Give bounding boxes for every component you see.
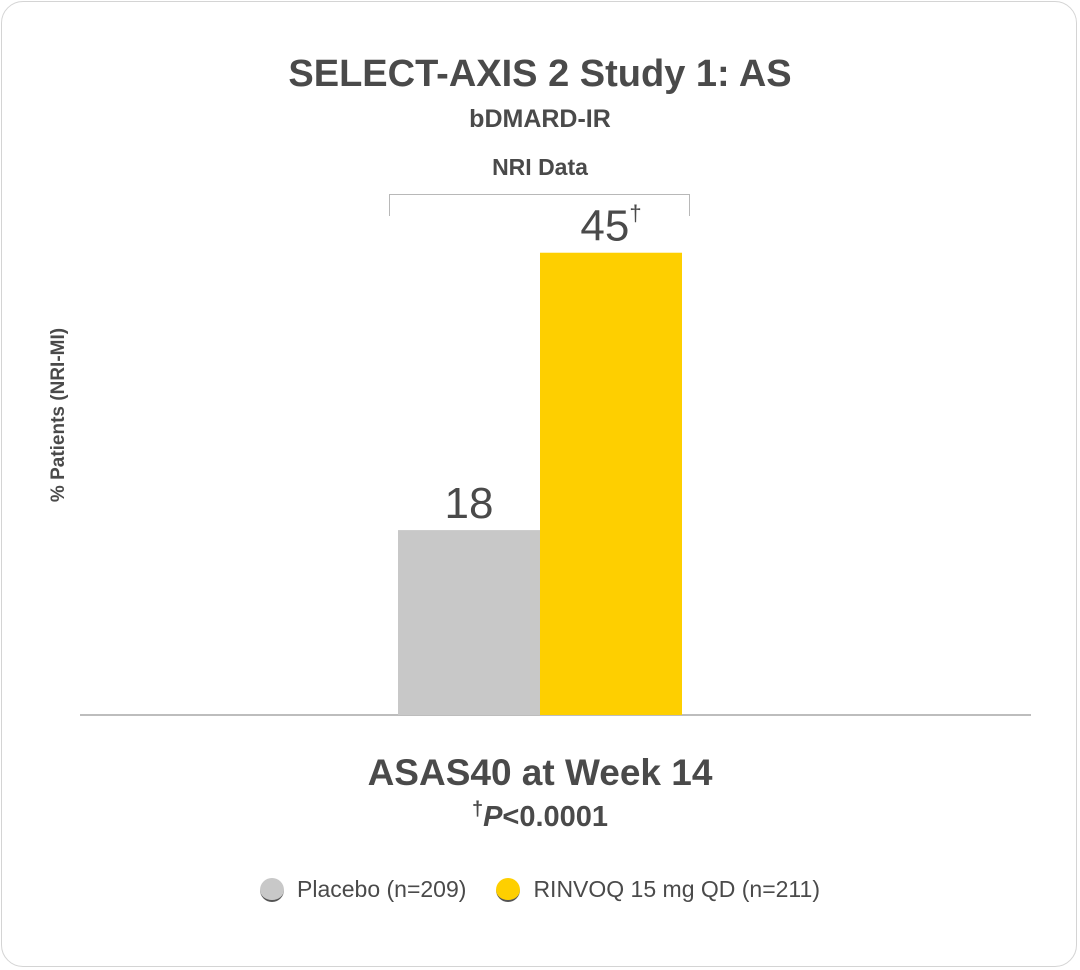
- placebo-swatch-icon: [260, 877, 284, 902]
- legend: Placebo (n=209) RINVOQ 15 mg QD (n=211): [0, 876, 1080, 903]
- bar-rinvoq: [540, 252, 682, 715]
- dagger-symbol: †: [471, 798, 484, 821]
- p-value: <0.0001: [502, 801, 609, 833]
- data-note: NRI Data: [492, 154, 588, 180]
- data-label-superscript: †: [629, 201, 641, 226]
- data-label-rinvoq: 45†: [580, 201, 641, 251]
- chart-title: SELECT-AXIS 2 Study 1: AS: [288, 53, 792, 95]
- legend-item-placebo: Placebo (n=209): [260, 876, 466, 903]
- legend-item-rinvoq: RINVOQ 15 mg QD (n=211): [496, 876, 820, 903]
- legend-label-placebo: Placebo (n=209): [297, 876, 467, 902]
- p-letter: P: [483, 801, 503, 833]
- legend-label-rinvoq: RINVOQ 15 mg QD (n=211): [533, 876, 820, 902]
- chart-subtitle: bDMARD-IR: [469, 105, 611, 133]
- p-value-footnote: †P<0.0001: [0, 798, 1080, 834]
- data-label-placebo: 18: [445, 479, 494, 528]
- bar-placebo: [398, 530, 540, 715]
- data-bracket: [389, 194, 690, 216]
- x-axis-label: ASAS40 at Week 14: [367, 752, 713, 793]
- rinvoq-swatch-icon: [496, 877, 521, 902]
